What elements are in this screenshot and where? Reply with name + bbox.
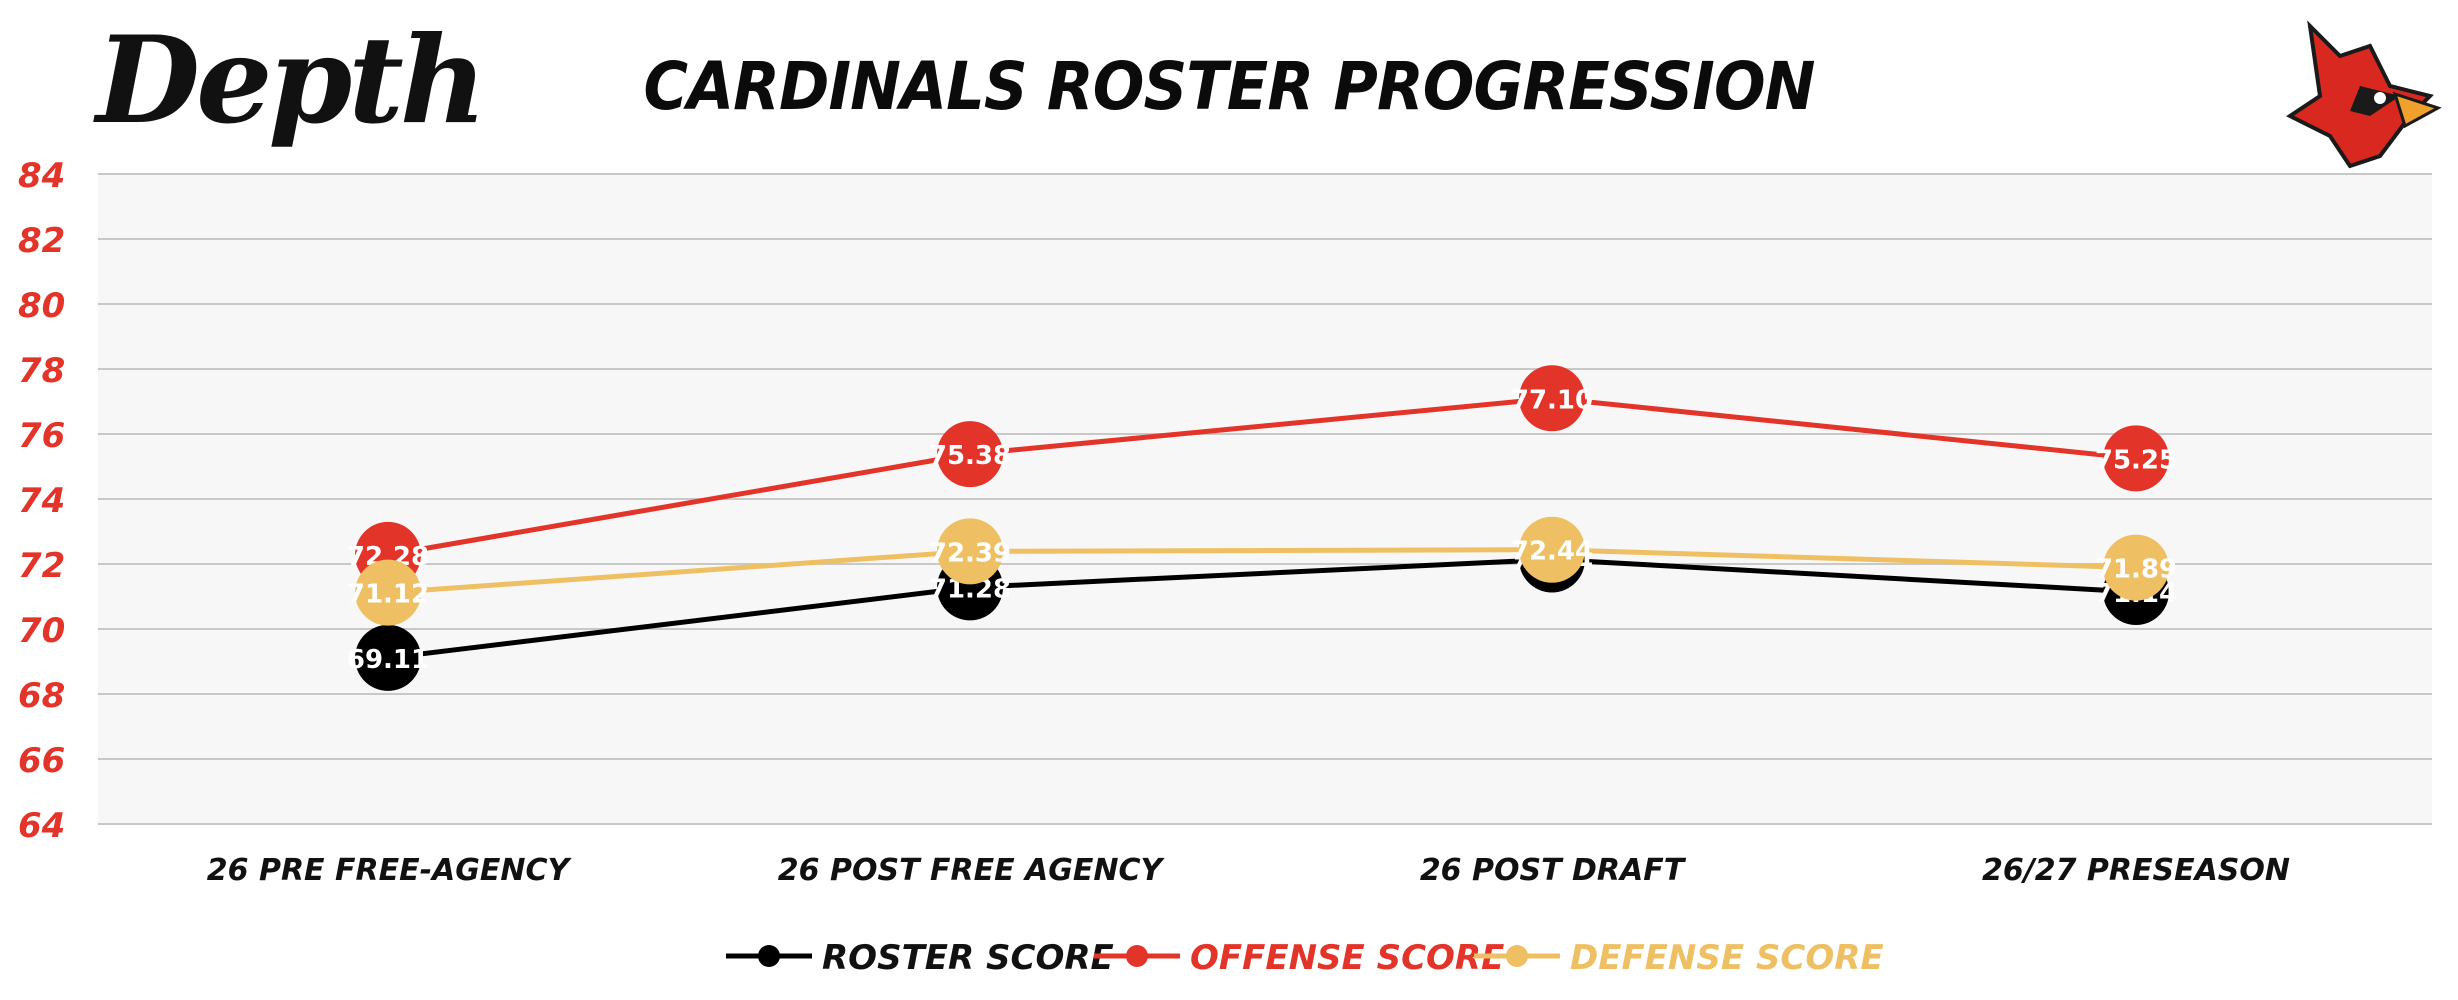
series-line-2 <box>387 547 2137 596</box>
x-tick-label: 26 POST DRAFT <box>1420 853 1687 888</box>
data-label: 75.25 <box>2095 445 2177 475</box>
data-label: 69.11 <box>347 645 429 675</box>
x-tick-label: 26/27 PRESEASON <box>1982 853 2290 888</box>
data-point <box>355 559 421 626</box>
legend-swatch-marker <box>1126 945 1148 967</box>
legend-entry: ROSTER SCORE <box>822 938 1114 978</box>
data-point <box>1519 516 1585 583</box>
y-tick-label: 72 <box>18 546 65 586</box>
legend-entry: DEFENSE SCORE <box>1570 938 1884 978</box>
x-tick-label: 26 POST FREE AGENCY <box>778 853 1166 888</box>
legend-swatch-marker <box>758 945 780 967</box>
data-point <box>937 421 1003 488</box>
data-label: 72.39 <box>929 538 1011 568</box>
series-line-1 <box>387 395 2137 558</box>
y-tick-label: 80 <box>18 286 65 326</box>
data-point <box>355 624 421 691</box>
legend-entry: OFFENSE SCORE <box>1190 938 1504 978</box>
data-point <box>2103 425 2169 492</box>
data-label: 77.10 <box>1511 385 1593 415</box>
y-tick-label: 82 <box>18 221 65 261</box>
x-tick-label: 26 PRE FREE-AGENCY <box>207 853 573 888</box>
data-point <box>2103 534 2169 601</box>
y-tick-label: 84 <box>18 156 65 196</box>
data-label: 71.89 <box>2095 555 2177 585</box>
data-point <box>1519 365 1585 432</box>
legend-swatch-marker <box>1506 945 1528 967</box>
series-line-0 <box>387 556 2137 661</box>
data-label: 72.44 <box>1511 537 1593 567</box>
data-label: 75.38 <box>929 441 1011 471</box>
y-tick-label: 76 <box>18 416 65 456</box>
data-point <box>937 518 1003 585</box>
cardinal-head-icon <box>2286 20 2442 169</box>
y-tick-label: 74 <box>18 481 65 521</box>
y-tick-label: 64 <box>18 806 65 846</box>
chart-title: CARDINALS ROSTER PROGRESSION <box>643 48 1815 125</box>
y-tick-label: 68 <box>18 676 65 716</box>
y-tick-label: 66 <box>18 741 65 781</box>
data-label: 71.12 <box>347 580 429 610</box>
y-tick-label: 70 <box>18 611 65 651</box>
y-tick-label: 78 <box>18 351 65 391</box>
depth-logo: Depth <box>96 10 487 151</box>
